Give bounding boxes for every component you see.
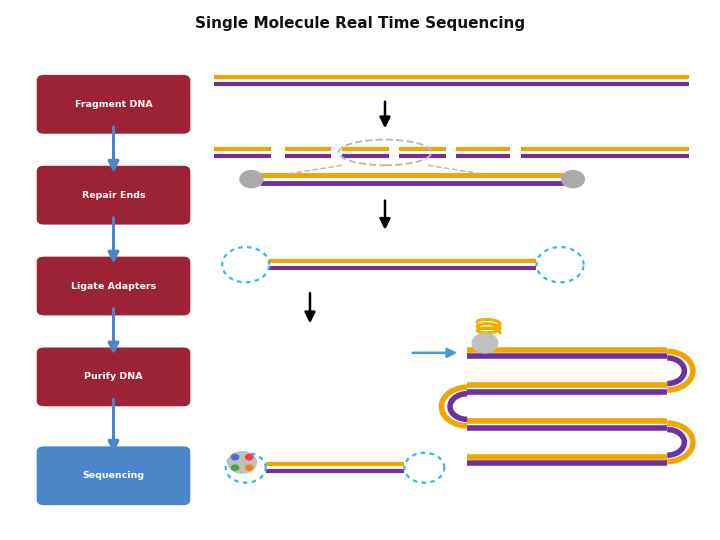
Text: Sequencing: Sequencing (83, 471, 145, 480)
Text: Fragment DNA: Fragment DNA (75, 100, 153, 109)
Circle shape (246, 465, 253, 470)
FancyBboxPatch shape (37, 256, 190, 315)
FancyBboxPatch shape (37, 348, 190, 406)
Circle shape (231, 455, 238, 460)
Circle shape (228, 452, 256, 473)
Circle shape (472, 334, 498, 353)
FancyBboxPatch shape (37, 447, 190, 505)
FancyBboxPatch shape (37, 166, 190, 225)
Text: Single Molecule Real Time Sequencing: Single Molecule Real Time Sequencing (195, 16, 525, 31)
Text: Ligate Adapters: Ligate Adapters (71, 281, 156, 291)
Circle shape (240, 171, 263, 188)
FancyBboxPatch shape (37, 75, 190, 134)
Circle shape (562, 171, 585, 188)
Text: Repair Ends: Repair Ends (81, 191, 145, 200)
Circle shape (246, 455, 253, 460)
Circle shape (231, 465, 238, 470)
Text: Purify DNA: Purify DNA (84, 373, 143, 381)
